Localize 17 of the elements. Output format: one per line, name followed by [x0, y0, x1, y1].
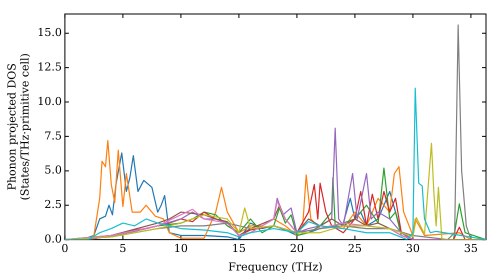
x-tick-label: 5 [119, 242, 126, 256]
x-axis-title: Frequency (THz) [228, 260, 323, 274]
y-tick-label: 5.0 [44, 164, 62, 177]
x-tick-label: 0 [61, 242, 68, 256]
y-tick-label: 0.0 [44, 232, 62, 246]
y-tick-label: 12.5 [37, 60, 62, 74]
y-tick-label: 2.5 [44, 198, 62, 212]
y-axis-title: Phonon projected DOS (States/THz·primitive cell) [5, 53, 32, 200]
x-tick-label: 15 [232, 242, 246, 256]
x-tick-label: 25 [348, 242, 362, 256]
y-tick-label: 15.0 [37, 26, 62, 40]
x-tick-label: 30 [406, 242, 420, 256]
y-tick-label: 7.5 [44, 129, 62, 142]
y-tick-label: 10.0 [37, 94, 62, 108]
x-tick-label: 20 [290, 242, 304, 256]
x-tick-label: 10 [174, 242, 188, 256]
x-tick-label: 35 [464, 242, 478, 256]
